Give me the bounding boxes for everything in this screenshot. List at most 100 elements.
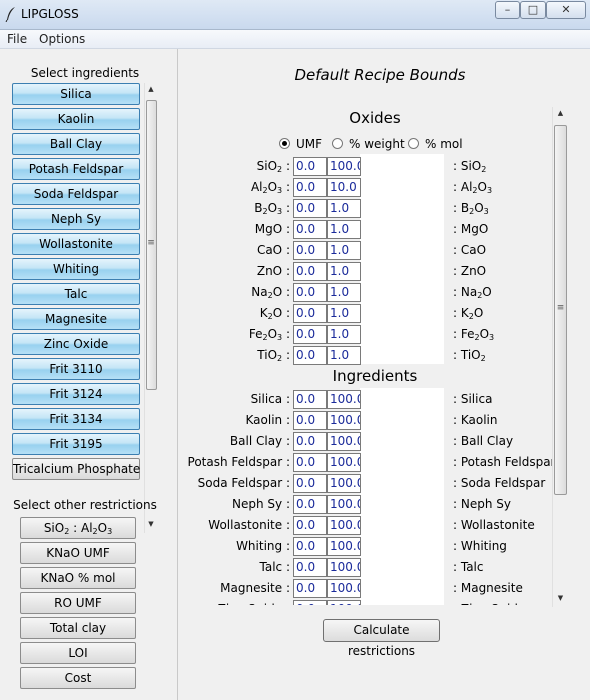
ingredient-button-potash-feldspar[interactable]: Potash Feldspar [12,158,140,180]
ingredient-row-whiting: Whiting :0.0 100.0: Whiting [180,536,570,557]
lower-bound-input[interactable]: 0.0 [293,304,327,323]
ingredient-button-magnesite[interactable]: Magnesite [12,308,140,330]
upper-bound-input[interactable]: 100.0 [327,579,361,598]
bound-row-label: Neph Sy : [232,497,290,511]
bounds-scrollbar[interactable]: ▲ ≡ ▼ [552,107,568,607]
lower-bound-input[interactable]: 0.0 [293,516,327,535]
bound-row-label: K2O : [259,306,290,321]
ingredient-button-whiting[interactable]: Whiting [12,258,140,280]
upper-bound-input[interactable]: 100.0 [327,516,361,535]
ingredient-list-scrollbar[interactable]: ▲ ≡ ▼ [144,83,157,533]
upper-bound-input[interactable]: 1.0 [327,304,361,323]
ingredient-row-silica: Silica :0.0 100.0: Silica [180,389,570,410]
lower-bound-input[interactable]: 0.0 [293,579,327,598]
lower-bound-input[interactable]: 0.0 [293,558,327,577]
ingredient-button-silica[interactable]: Silica [12,83,140,105]
upper-bound-input[interactable]: 100.0 [327,390,361,409]
restriction-button-sio2-al2o3[interactable]: SiO2 : Al2O3 [20,517,136,539]
upper-bound-input[interactable]: 10.0 [327,178,361,197]
ingredient-button-frit-3110[interactable]: Frit 3110 [12,358,140,380]
bound-row-right-label: : Zinc Oxide [453,602,525,605]
lower-bound-input[interactable]: 0.0 [293,199,327,218]
bounds-scroll-down-arrow-icon[interactable]: ▼ [557,594,564,602]
bounds-scroll-up-arrow-icon[interactable]: ▲ [557,109,564,117]
lower-bound-input[interactable]: 0.0 [293,262,327,281]
lower-bound-input[interactable]: 0.0 [293,241,327,260]
bounds-scroll-thumb[interactable] [554,125,567,495]
upper-bound-input[interactable]: 100.0 [327,537,361,556]
ingredient-button-soda-feldspar[interactable]: Soda Feldspar [12,183,140,205]
upper-bound-input[interactable]: 100.0 [327,432,361,451]
upper-bound-input[interactable]: 100.0 [327,495,361,514]
lower-bound-input[interactable]: 0.0 [293,346,327,365]
bound-row-right-label: : Talc [453,560,484,574]
lower-bound-input[interactable]: 0.0 [293,495,327,514]
upper-bound-input[interactable]: 100.0 [327,157,361,176]
bounds-scroll-area: Oxides UMF % weight % mol SiO2 :0.0 100.0… [180,105,570,605]
lower-bound-input[interactable]: 0.0 [293,283,327,302]
upper-bound-input[interactable]: 100.0 [327,558,361,577]
restriction-button-ro-umf[interactable]: RO UMF [20,592,136,614]
ingredient-button-wollastonite[interactable]: Wollastonite [12,233,140,255]
bound-row-label: Ball Clay : [229,434,290,448]
bound-row-label: Kaolin : [245,413,290,427]
upper-bound-input[interactable]: 1.0 [327,220,361,239]
lower-bound-input[interactable]: 0.0 [293,325,327,344]
upper-bound-input[interactable]: 1.0 [327,346,361,365]
oxide-row-sio2: SiO2 :0.0 100.0: SiO2 [180,156,570,177]
ingredient-button-frit-3195[interactable]: Frit 3195 [12,433,140,455]
lower-bound-input[interactable]: 0.0 [293,474,327,493]
bound-row-right-label: : Kaolin [453,413,498,427]
upper-bound-input[interactable]: 100.0 [327,474,361,493]
radio-percent-weight[interactable] [332,138,343,149]
radio-percent-mol-label: % mol [425,137,463,151]
close-button[interactable]: ✕ [546,1,586,19]
restriction-button-knao-umf[interactable]: KNaO UMF [20,542,136,564]
upper-bound-input[interactable]: 1.0 [327,241,361,260]
ingredient-button-neph-sy[interactable]: Neph Sy [12,208,140,230]
ingredient-button-ball-clay[interactable]: Ball Clay [12,133,140,155]
restriction-button-total-clay[interactable]: Total clay [20,617,136,639]
upper-bound-input[interactable]: 100.0 [327,453,361,472]
ingredient-button-tricalcium-phosphate[interactable]: Tricalcium Phosphate [12,458,140,480]
maximize-button[interactable]: □ [520,1,546,19]
ingredient-button-talc[interactable]: Talc [12,283,140,305]
ingredient-row-wollastonite: Wollastonite :0.0 100.0: Wollastonite [180,515,570,536]
bound-row-label: Whiting : [236,539,290,553]
bound-row-right-label: : Soda Feldspar [453,476,546,490]
upper-bound-input[interactable]: 100.0 [327,600,361,605]
ingredient-button-zinc-oxide[interactable]: Zinc Oxide [12,333,140,355]
upper-bound-input[interactable]: 1.0 [327,283,361,302]
ingredient-button-frit-3124[interactable]: Frit 3124 [12,383,140,405]
menu-options[interactable]: Options [39,32,86,46]
lower-bound-input[interactable]: 0.0 [293,453,327,472]
lower-bound-input[interactable]: 0.0 [293,432,327,451]
calculate-restrictions-button[interactable]: Calculate restrictions [323,619,440,658]
scroll-down-arrow-icon[interactable]: ▼ [148,520,154,528]
lower-bound-input[interactable]: 0.0 [293,220,327,239]
ingredient-button-frit-3134[interactable]: Frit 3134 [12,408,140,430]
restriction-button-loi[interactable]: LOI [20,642,136,664]
upper-bound-input[interactable]: 1.0 [327,262,361,281]
restriction-button-knao-mol[interactable]: KNaO % mol [20,567,136,589]
bound-row-label: Zinc Oxide : [218,602,290,605]
restriction-button-cost[interactable]: Cost [20,667,136,689]
menu-file[interactable]: File [7,32,28,46]
lower-bound-input[interactable]: 0.0 [293,600,327,605]
lower-bound-input[interactable]: 0.0 [293,178,327,197]
lower-bound-input[interactable]: 0.0 [293,157,327,176]
radio-umf[interactable] [279,138,290,149]
minimize-button[interactable]: – [495,1,520,19]
scroll-up-arrow-icon[interactable]: ▲ [148,85,154,93]
radio-percent-mol[interactable] [408,138,419,149]
ingredient-button-kaolin[interactable]: Kaolin [12,108,140,130]
upper-bound-input[interactable]: 1.0 [327,199,361,218]
lower-bound-input[interactable]: 0.0 [293,390,327,409]
scroll-thumb[interactable] [146,100,157,390]
oxide-row-na2o: Na2O :0.0 1.0: Na2O [180,282,570,303]
lower-bound-input[interactable]: 0.0 [293,537,327,556]
upper-bound-input[interactable]: 100.0 [327,411,361,430]
lower-bound-input[interactable]: 0.0 [293,411,327,430]
upper-bound-input[interactable]: 1.0 [327,325,361,344]
